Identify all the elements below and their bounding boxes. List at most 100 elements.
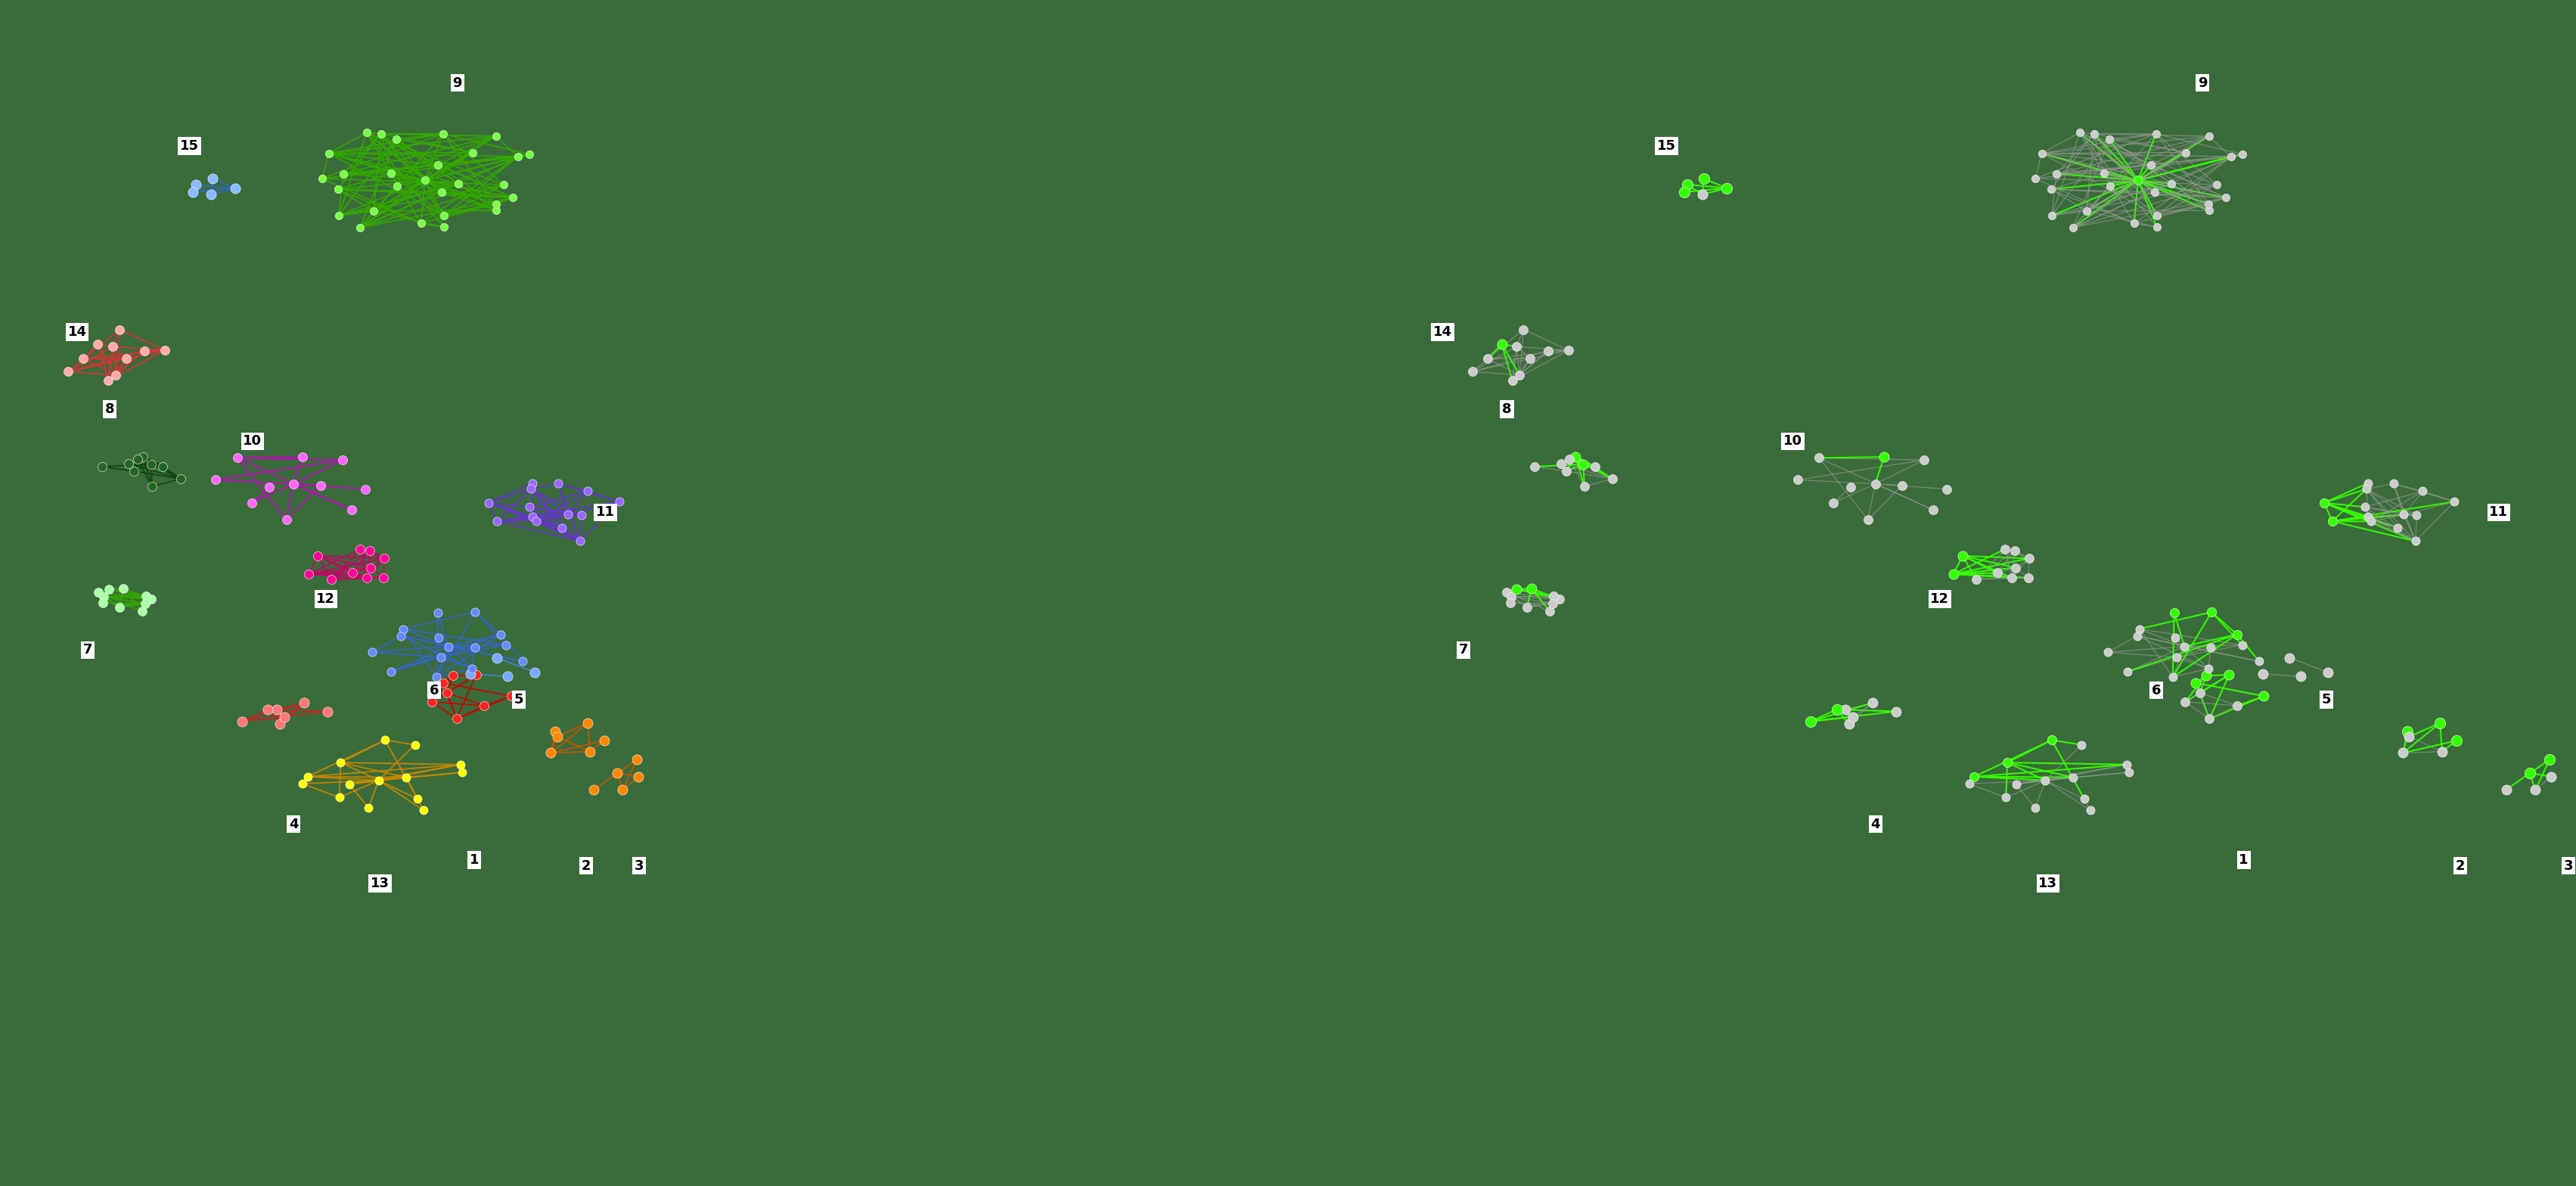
Point [440, 763, 482, 782]
Point [376, 177, 417, 196]
Point [1705, 179, 1747, 198]
Point [2530, 767, 2571, 786]
Point [1510, 349, 1551, 368]
Point [312, 569, 353, 588]
Point [340, 218, 381, 237]
Point [286, 767, 327, 786]
Point [281, 447, 322, 466]
Point [296, 547, 337, 566]
Point [1546, 461, 1587, 480]
Point [2347, 479, 2388, 498]
Point [1994, 559, 2035, 578]
Point [131, 589, 173, 608]
Point [1486, 582, 1528, 601]
Point [2166, 144, 2208, 162]
Point [350, 541, 392, 560]
Point [1492, 587, 1533, 606]
Point [1497, 337, 1538, 356]
Point [502, 652, 544, 671]
Text: 13: 13 [371, 876, 389, 891]
Point [1530, 602, 1571, 621]
Point [124, 594, 165, 613]
Point [46, 362, 88, 381]
Point [131, 454, 173, 473]
Point [428, 683, 469, 702]
Point [98, 598, 139, 617]
Point [273, 474, 314, 493]
Point [1492, 371, 1533, 390]
Point [2035, 164, 2076, 183]
Point [358, 771, 399, 790]
Point [307, 702, 348, 721]
Point [2187, 659, 2228, 678]
Point [399, 213, 440, 232]
Point [1880, 476, 1922, 495]
Point [2197, 176, 2239, 195]
Point [435, 709, 477, 728]
Point [422, 206, 464, 225]
Point [2344, 498, 2385, 517]
Point [376, 129, 417, 148]
Point [1927, 479, 1968, 498]
Point [507, 498, 549, 517]
Point [1450, 362, 1492, 381]
Point [332, 563, 374, 582]
Point [1829, 714, 1870, 733]
Text: 8: 8 [1502, 402, 1512, 416]
Point [569, 742, 611, 761]
Point [549, 505, 590, 524]
Point [598, 764, 639, 783]
Point [381, 626, 422, 645]
Point [2107, 755, 2148, 774]
Point [513, 508, 554, 527]
Point [2136, 217, 2177, 236]
Text: 14: 14 [1432, 325, 1453, 339]
Text: 10: 10 [1783, 434, 1803, 448]
Point [1481, 334, 1522, 353]
Text: 4: 4 [289, 817, 299, 831]
Point [422, 125, 464, 144]
Point [2486, 780, 2527, 799]
Point [2107, 763, 2148, 782]
Point [489, 687, 531, 706]
Point [2117, 171, 2159, 190]
Point [1540, 454, 1582, 473]
Point [2069, 801, 2110, 820]
Point [2136, 206, 2177, 225]
Point [2192, 602, 2233, 621]
Point [345, 568, 386, 587]
Point [2089, 129, 2130, 148]
Point [422, 674, 464, 693]
Point [513, 473, 554, 492]
Text: 9: 9 [2197, 76, 2208, 90]
Point [2280, 667, 2321, 686]
Point [160, 470, 201, 489]
Point [317, 206, 358, 225]
Point [2419, 714, 2460, 733]
Point [289, 565, 330, 584]
Point [363, 568, 404, 587]
Point [283, 694, 325, 713]
Point [1953, 767, 1994, 786]
Point [1564, 477, 1605, 496]
Point [144, 340, 185, 359]
Point [1855, 474, 1896, 493]
Point [124, 447, 165, 466]
Point [1986, 788, 2027, 806]
Point [541, 518, 582, 537]
Point [1592, 470, 1633, 489]
Point [340, 540, 381, 559]
Point [2401, 482, 2442, 500]
Point [1816, 700, 1857, 719]
Point [415, 668, 456, 687]
Text: 12: 12 [317, 592, 335, 606]
Point [510, 479, 551, 498]
Point [281, 774, 322, 793]
Point [559, 531, 600, 550]
Point [2311, 511, 2352, 530]
Point [95, 365, 137, 384]
Point [2303, 493, 2344, 512]
Point [1814, 493, 1855, 512]
Point [2136, 183, 2177, 202]
Point [82, 593, 124, 612]
